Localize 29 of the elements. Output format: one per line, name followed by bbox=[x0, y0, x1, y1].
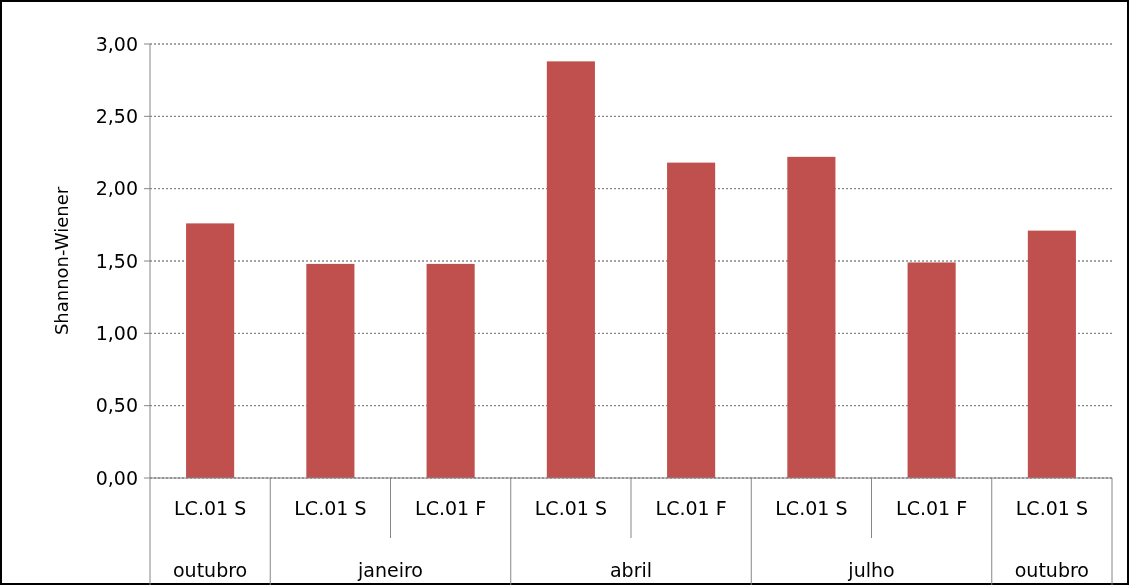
bar bbox=[667, 162, 716, 478]
x-tick-label: LC.01 S bbox=[534, 497, 607, 519]
text: julho bbox=[847, 559, 895, 581]
y-tick-label: 1,00 bbox=[95, 321, 138, 344]
text: janeiro bbox=[357, 559, 423, 581]
y-tick-label: 0,50 bbox=[95, 394, 138, 417]
bar bbox=[546, 61, 595, 478]
x-tick-label: LC.01 S bbox=[775, 497, 848, 519]
text: abril bbox=[609, 559, 653, 581]
bar bbox=[426, 263, 475, 478]
bar bbox=[1027, 230, 1076, 478]
x-tick-label: LC.01 S bbox=[294, 497, 367, 519]
y-tick-label: 0,00 bbox=[95, 466, 138, 489]
y-tick-label: 1,50 bbox=[95, 249, 138, 272]
x-tick-label: LC.01 F bbox=[896, 497, 968, 519]
y-tick-label: 2,00 bbox=[95, 177, 138, 200]
y-tick-label: 2,50 bbox=[95, 104, 138, 127]
bar bbox=[907, 262, 956, 478]
bar bbox=[186, 223, 235, 478]
bar bbox=[787, 156, 836, 478]
text: outubro bbox=[1014, 559, 1089, 581]
x-tick-label: LC.01 S bbox=[1015, 497, 1088, 519]
bar bbox=[306, 263, 355, 478]
text: outubro bbox=[173, 559, 248, 581]
y-axis-title: Shannon-Wiener bbox=[51, 186, 72, 336]
y-tick-label: 3,00 bbox=[95, 32, 138, 55]
x-tick-label: LC.01 S bbox=[174, 497, 247, 519]
x-tick-label: LC.01 F bbox=[415, 497, 487, 519]
x-tick-label: LC.01 F bbox=[655, 497, 727, 519]
